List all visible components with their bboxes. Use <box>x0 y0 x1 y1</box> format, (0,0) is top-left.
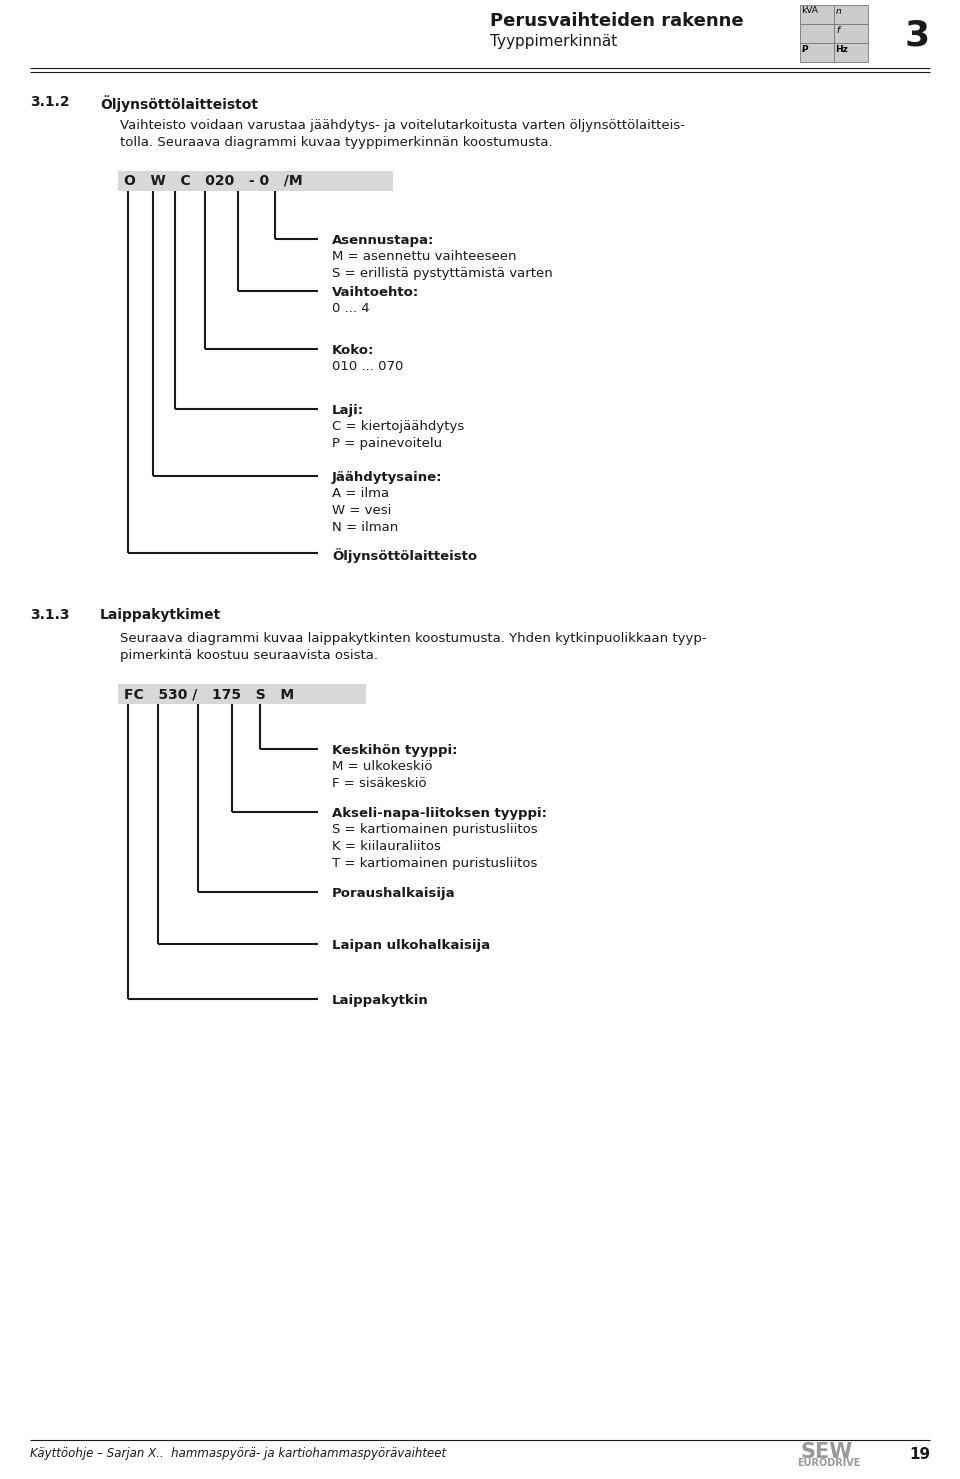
Text: 0 ... 4: 0 ... 4 <box>332 302 370 315</box>
Text: Öljynsöttölaitteistot: Öljynsöttölaitteistot <box>100 95 258 112</box>
Bar <box>118 172 393 191</box>
Text: f: f <box>836 27 839 35</box>
Text: Asennustapa:: Asennustapa: <box>332 234 434 247</box>
Text: Laippakytkin: Laippakytkin <box>332 994 429 1007</box>
Text: 3: 3 <box>905 18 930 52</box>
Text: O   W   C   020   - 0   /M: O W C 020 - 0 /M <box>124 175 302 188</box>
Text: 19: 19 <box>909 1446 930 1463</box>
Text: Poraushalkaisija: Poraushalkaisija <box>332 887 456 901</box>
Text: 3.1.2: 3.1.2 <box>30 95 70 109</box>
Text: S = kartiomainen puristusliitos
K = kiilauraliitos
T = kartiomainen puristusliit: S = kartiomainen puristusliitos K = kiil… <box>332 822 538 870</box>
Text: 3.1.3: 3.1.3 <box>30 608 69 623</box>
Text: Laippakytkimet: Laippakytkimet <box>100 608 221 623</box>
Text: kVA: kVA <box>801 6 818 15</box>
Text: Hz: Hz <box>835 44 848 55</box>
Bar <box>800 4 834 24</box>
Text: Keskihön tyyppi:: Keskihön tyyppi: <box>332 744 458 757</box>
Bar <box>834 43 868 62</box>
Text: M = asennettu vaihteeseen
S = erillistä pystyttämistä varten: M = asennettu vaihteeseen S = erillistä … <box>332 250 553 280</box>
Text: SEW: SEW <box>800 1442 852 1463</box>
Text: Laipan ulkohalkaisija: Laipan ulkohalkaisija <box>332 939 491 952</box>
Text: Vaihtoehto:: Vaihtoehto: <box>332 285 420 299</box>
Bar <box>834 24 868 43</box>
Text: M = ulkokeskiö
F = sisäkeskiö: M = ulkokeskiö F = sisäkeskiö <box>332 760 433 790</box>
Text: Laji:: Laji: <box>332 404 364 417</box>
Text: FC   530 /   175   S   M: FC 530 / 175 S M <box>124 688 294 701</box>
Text: Vaihteisto voidaan varustaa jäähdytys- ja voitelutarkoitusta varten öljynsöttöla: Vaihteisto voidaan varustaa jäähdytys- j… <box>120 118 685 149</box>
Text: Seuraava diagrammi kuvaa laippakytkinten koostumusta. Yhden kytkinpuolikkaan tyy: Seuraava diagrammi kuvaa laippakytkinten… <box>120 632 707 663</box>
Bar <box>800 43 834 62</box>
Text: Öljynsöttölaitteisto: Öljynsöttölaitteisto <box>332 549 477 563</box>
Text: Perusvaihteiden rakenne: Perusvaihteiden rakenne <box>490 12 744 30</box>
Bar <box>834 4 868 24</box>
Text: Akseli-napa-liitoksen tyyppi:: Akseli-napa-liitoksen tyyppi: <box>332 808 547 819</box>
Text: 010 ... 070: 010 ... 070 <box>332 359 403 373</box>
Text: Tyyppimerkinnät: Tyyppimerkinnät <box>490 34 617 49</box>
Text: i: i <box>802 44 804 55</box>
Text: n: n <box>836 7 842 16</box>
Bar <box>800 24 834 43</box>
Text: C = kiertojäähdytys
P = painevoitelu: C = kiertojäähdytys P = painevoitelu <box>332 420 465 450</box>
Text: Käyttöohje – Sarjan X..  hammaspyörä- ja kartiohammaspyörävaihteet: Käyttöohje – Sarjan X.. hammaspyörä- ja … <box>30 1446 446 1460</box>
Text: Jäähdytysaine:: Jäähdytysaine: <box>332 470 443 484</box>
Text: A = ilma
W = vesi
N = ilman: A = ilma W = vesi N = ilman <box>332 487 398 534</box>
Text: P: P <box>801 44 807 55</box>
Text: Koko:: Koko: <box>332 345 374 356</box>
Text: EURODRIVE: EURODRIVE <box>797 1458 860 1469</box>
Bar <box>118 683 366 704</box>
